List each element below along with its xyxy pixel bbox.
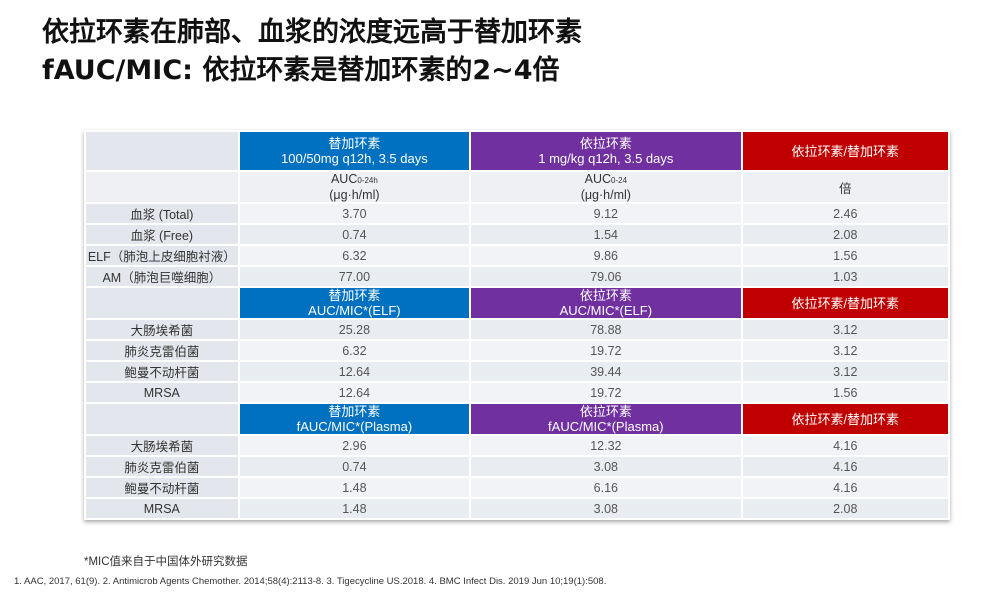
eravacycline-header: 依拉环素 1 mg/kg q12h, 3.5 days <box>469 130 743 172</box>
table-row: ELF（肺泡上皮细胞衬液） 6.32 9.86 1.56 <box>84 244 951 267</box>
ratio-header: 依拉环素/替加环素 <box>740 286 951 320</box>
tigecycline-header: 替加环素 AUC/MIC*(ELF) <box>237 286 472 320</box>
table-row: 血浆 (Free) 0.74 1.54 2.08 <box>84 223 951 246</box>
table-row: MRSA 1.48 3.08 2.08 <box>84 497 951 520</box>
section-header: 替加环素 AUC/MIC*(ELF) 依拉环素 AUC/MIC*(ELF) 依拉环素… <box>84 286 951 320</box>
page-title: 依拉环素在肺部、血浆的浓度远高于替加环素 fAUC/MIC: 依拉环素是替加环素… <box>42 17 582 86</box>
section-header: 替加环素 100/50mg q12h, 3.5 days 依拉环素 1 mg/kg … <box>84 130 951 172</box>
ratio-header: 依拉环素/替加环素 <box>740 130 951 172</box>
eravacycline-header: 依拉环素 fAUC/MIC*(Plasma) <box>469 402 743 436</box>
references: 1. AAC, 2017, 61(9). 2. Antimicrob Agent… <box>14 576 607 587</box>
table-row: 大肠埃希菌 2.96 12.32 4.16 <box>84 434 951 457</box>
section-header: 替加环素 fAUC/MIC*(Plasma) 依拉环素 fAUC/MIC*(Plas… <box>84 402 951 436</box>
table-row: AM（肺泡巨噬细胞） 77.00 79.06 1.03 <box>84 265 951 288</box>
table-row: 肺炎克雷伯菌 0.74 3.08 4.16 <box>84 455 951 478</box>
tigecycline-header: 替加环素 fAUC/MIC*(Plasma) <box>237 402 472 436</box>
table-row: MRSA 12.64 19.72 1.56 <box>84 381 951 404</box>
table-row: 大肠埃希菌 25.28 78.88 3.12 <box>84 318 951 341</box>
comparison-table: 替加环素 100/50mg q12h, 3.5 days 依拉环素 1 mg/kg … <box>84 130 951 520</box>
ratio-header: 依拉环素/替加环素 <box>740 402 951 436</box>
table-row: 血浆 (Total) 3.70 9.12 2.46 <box>84 202 951 225</box>
tigecycline-header: 替加环素 100/50mg q12h, 3.5 days <box>237 130 472 172</box>
table-row: 鲍曼不动杆菌 12.64 39.44 3.12 <box>84 360 951 383</box>
unit-row: AUC0-24h (μg·h/ml) AUC0-24 (μg·h/ml) 倍 <box>84 170 951 204</box>
eravacycline-header: 依拉环素 AUC/MIC*(ELF) <box>469 286 743 320</box>
table-row: 肺炎克雷伯菌 6.32 19.72 3.12 <box>84 339 951 362</box>
table-row: 鲍曼不动杆菌 1.48 6.16 4.16 <box>84 476 951 499</box>
footnote: *MIC值来自于中国体外研究数据 <box>84 556 248 568</box>
